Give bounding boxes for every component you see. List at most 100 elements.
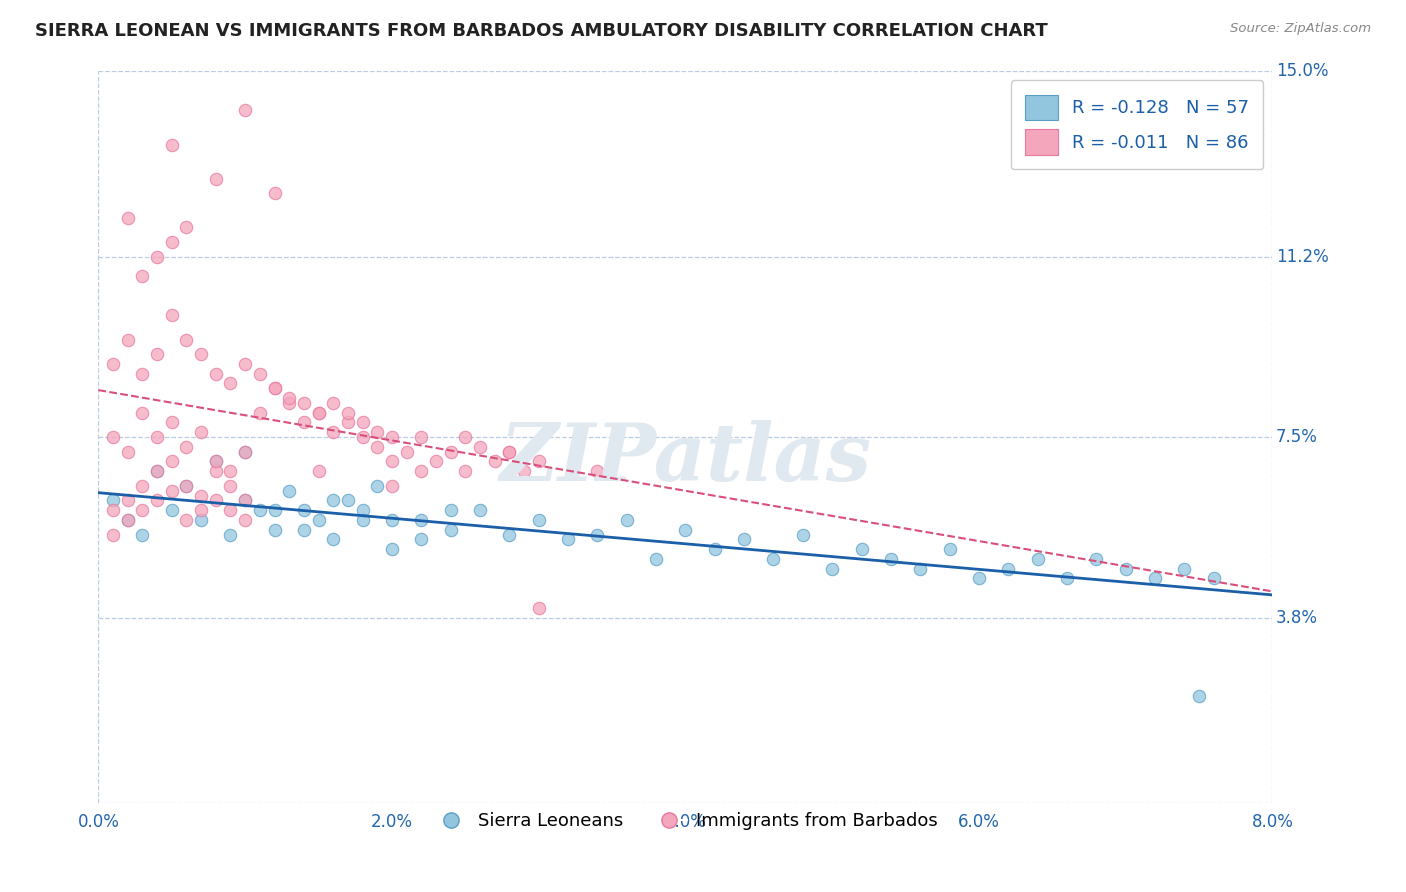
Point <box>468 503 491 517</box>
Point <box>219 503 242 517</box>
Point <box>425 454 447 468</box>
Point <box>1085 552 1108 566</box>
Point <box>308 406 330 420</box>
Point <box>527 600 550 615</box>
Text: 3.8%: 3.8% <box>1277 608 1317 626</box>
Point <box>146 464 169 478</box>
Point <box>278 483 301 498</box>
Point <box>1202 572 1225 586</box>
Point <box>498 527 520 541</box>
Point <box>292 416 315 430</box>
Point <box>101 430 124 444</box>
Point <box>292 396 315 410</box>
Point <box>645 552 668 566</box>
Point <box>190 489 212 503</box>
Point <box>352 513 374 527</box>
Point <box>880 552 903 566</box>
Point <box>160 454 183 468</box>
Point <box>146 430 169 444</box>
Point <box>557 533 579 547</box>
Point <box>381 430 404 444</box>
Point <box>131 479 153 493</box>
Point <box>101 527 124 541</box>
Point <box>1056 572 1078 586</box>
Point <box>1026 552 1049 566</box>
Point <box>411 533 433 547</box>
Point <box>190 503 212 517</box>
Point <box>263 186 285 201</box>
Point <box>513 464 536 478</box>
Text: Source: ZipAtlas.com: Source: ZipAtlas.com <box>1230 22 1371 36</box>
Point <box>117 493 139 508</box>
Point <box>160 235 183 249</box>
Point <box>910 562 932 576</box>
Point <box>176 479 198 493</box>
Legend: Sierra Leoneans, Immigrants from Barbados: Sierra Leoneans, Immigrants from Barbado… <box>426 805 945 838</box>
Point <box>249 367 271 381</box>
Point <box>131 527 153 541</box>
Point <box>322 425 344 440</box>
Point <box>263 381 285 395</box>
Point <box>176 513 198 527</box>
Point <box>586 527 609 541</box>
Point <box>411 430 433 444</box>
Point <box>131 367 153 381</box>
Point <box>263 381 285 395</box>
Point <box>205 367 228 381</box>
Point <box>117 211 139 225</box>
Point <box>176 479 198 493</box>
Point <box>322 396 344 410</box>
Point <box>233 493 256 508</box>
Point <box>967 572 990 586</box>
Point <box>938 542 960 557</box>
Point <box>146 347 169 361</box>
Point <box>468 440 491 454</box>
Point <box>205 493 228 508</box>
Point <box>146 493 169 508</box>
Point <box>117 513 139 527</box>
Point <box>101 493 124 508</box>
Point <box>233 444 256 458</box>
Point <box>233 357 256 371</box>
Point <box>997 562 1019 576</box>
Point <box>146 250 169 264</box>
Point <box>263 503 285 517</box>
Text: 7.5%: 7.5% <box>1277 428 1317 446</box>
Point <box>1188 689 1211 703</box>
Point <box>190 513 212 527</box>
Point <box>484 454 506 468</box>
Point <box>160 137 183 152</box>
Point <box>336 416 359 430</box>
Point <box>146 464 169 478</box>
Point <box>762 552 785 566</box>
Text: SIERRA LEONEAN VS IMMIGRANTS FROM BARBADOS AMBULATORY DISABILITY CORRELATION CHA: SIERRA LEONEAN VS IMMIGRANTS FROM BARBAD… <box>35 22 1047 40</box>
Point <box>440 444 463 458</box>
Point <box>1115 562 1137 576</box>
Point <box>381 542 404 557</box>
Point <box>176 220 198 235</box>
Point <box>527 454 550 468</box>
Point <box>454 464 477 478</box>
Point <box>131 269 153 284</box>
Point <box>190 347 212 361</box>
Point <box>278 396 301 410</box>
Point <box>101 357 124 371</box>
Point <box>278 391 301 405</box>
Point <box>411 513 433 527</box>
Text: 11.2%: 11.2% <box>1277 248 1329 266</box>
Point <box>733 533 755 547</box>
Point <box>1173 562 1195 576</box>
Point <box>792 527 814 541</box>
Point <box>366 479 388 493</box>
Point <box>101 503 124 517</box>
Point <box>675 523 697 537</box>
Point <box>366 425 388 440</box>
Point <box>205 171 228 186</box>
Point <box>381 513 404 527</box>
Point <box>233 513 256 527</box>
Point <box>851 542 873 557</box>
Point <box>308 406 330 420</box>
Point <box>381 479 404 493</box>
Point <box>117 444 139 458</box>
Point <box>176 440 198 454</box>
